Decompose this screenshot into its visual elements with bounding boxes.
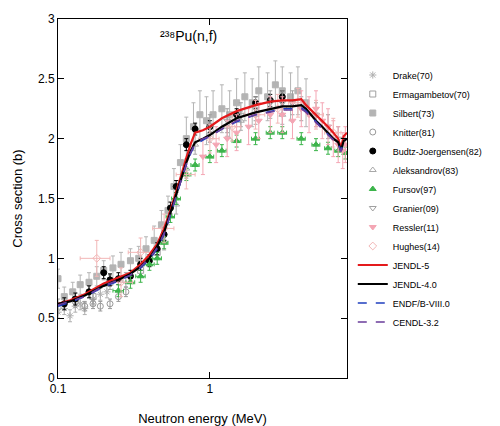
svg-text:Budtz-Joergensen(82): Budtz-Joergensen(82): [393, 147, 482, 157]
svg-text:Ressler(11): Ressler(11): [393, 223, 439, 233]
svg-text:Granier(09): Granier(09): [393, 204, 439, 214]
svg-text:Aleksandrov(83): Aleksandrov(83): [393, 166, 459, 176]
svg-text:1: 1: [207, 382, 214, 396]
svg-text:2: 2: [48, 132, 55, 146]
svg-text:Fursov(97): Fursov(97): [393, 185, 437, 195]
svg-text:ENDF/B-VIII.0: ENDF/B-VIII.0: [393, 299, 450, 309]
svg-text:0.1: 0.1: [50, 382, 67, 396]
svg-text:CENDL-3.2: CENDL-3.2: [393, 318, 439, 328]
svg-text:3: 3: [48, 12, 55, 26]
svg-text:Ermagambetov(70): Ermagambetov(70): [393, 90, 470, 100]
svg-text:0.5: 0.5: [38, 311, 55, 325]
svg-text:1.5: 1.5: [38, 192, 55, 206]
svg-text:JENDL-5: JENDL-5: [393, 261, 430, 271]
svg-text:Silbert(73): Silbert(73): [393, 109, 435, 119]
svg-text:²³⁸Pu(n,f): ²³⁸Pu(n,f): [160, 28, 217, 44]
svg-text:Drake(70): Drake(70): [393, 71, 433, 81]
svg-text:Neutron energy (MeV): Neutron energy (MeV): [138, 411, 267, 426]
svg-text:2.5: 2.5: [38, 72, 55, 86]
svg-text:Cross section (b): Cross section (b): [10, 149, 25, 247]
svg-text:Hughes(14): Hughes(14): [393, 242, 440, 252]
svg-text:1: 1: [48, 252, 55, 266]
svg-text:Knitter(81): Knitter(81): [393, 128, 435, 138]
svg-text:JENDL-4.0: JENDL-4.0: [393, 280, 437, 290]
svg-text:0: 0: [48, 371, 55, 385]
